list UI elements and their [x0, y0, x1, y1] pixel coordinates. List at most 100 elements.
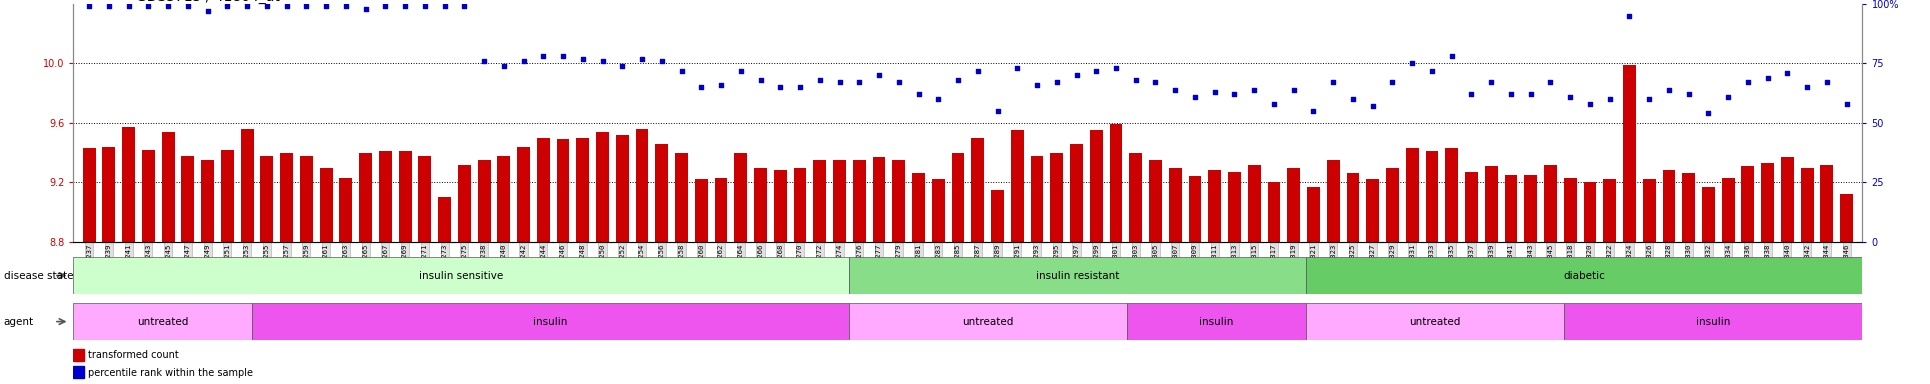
Point	[1199, 89, 1229, 95]
Point	[1119, 77, 1150, 83]
Point	[529, 53, 560, 59]
Point	[1318, 79, 1349, 86]
Bar	[378, 151, 392, 242]
Bar	[596, 132, 610, 242]
Point	[409, 3, 440, 9]
Point	[1337, 96, 1368, 102]
Point	[93, 3, 124, 9]
Bar	[1011, 130, 1023, 242]
Bar	[714, 178, 728, 242]
Bar	[438, 197, 452, 242]
Bar	[359, 153, 372, 242]
Point	[1556, 94, 1586, 100]
Text: untreated: untreated	[137, 316, 189, 327]
Point	[1575, 101, 1606, 107]
Bar	[498, 156, 510, 242]
Bar	[992, 190, 1004, 242]
Point	[371, 3, 401, 9]
Point	[1654, 86, 1685, 93]
Bar	[320, 167, 332, 242]
Bar	[220, 150, 234, 242]
Bar	[1623, 65, 1637, 242]
Text: diabetic: diabetic	[1563, 270, 1606, 281]
Point	[726, 68, 757, 74]
Point	[1220, 91, 1251, 98]
Point	[548, 53, 579, 59]
Point	[1515, 91, 1546, 98]
Bar	[1326, 160, 1339, 242]
Point	[666, 68, 697, 74]
Bar	[1347, 174, 1359, 242]
Point	[587, 58, 618, 64]
Bar	[1604, 179, 1615, 242]
Bar	[1148, 160, 1162, 242]
Point	[1002, 65, 1033, 71]
Bar	[1505, 175, 1517, 242]
Point	[1693, 110, 1723, 116]
Bar	[1642, 179, 1656, 242]
Text: disease state: disease state	[4, 270, 73, 281]
Bar	[1683, 174, 1695, 242]
Bar	[1090, 130, 1102, 242]
Bar	[1781, 157, 1793, 242]
Bar	[616, 135, 629, 242]
Bar	[892, 160, 905, 242]
Bar	[834, 160, 845, 242]
Bar	[299, 156, 313, 242]
Point	[1160, 86, 1191, 93]
Bar	[676, 153, 687, 242]
Point	[706, 82, 737, 88]
Point	[428, 3, 459, 9]
Bar	[83, 148, 96, 242]
Bar	[1426, 151, 1438, 242]
Bar	[1366, 179, 1380, 242]
Bar	[1465, 172, 1478, 242]
Point	[73, 3, 104, 9]
Point	[1258, 101, 1289, 107]
Bar	[1170, 167, 1181, 242]
Bar	[1249, 165, 1260, 242]
Bar	[537, 138, 550, 242]
Bar	[457, 165, 471, 242]
Bar	[1386, 167, 1399, 242]
Text: insulin: insulin	[533, 316, 567, 327]
Bar	[73, 366, 85, 379]
Point	[1476, 79, 1507, 86]
Point	[1062, 72, 1092, 78]
Bar	[971, 138, 984, 242]
Point	[1278, 86, 1309, 93]
Bar	[1069, 144, 1083, 242]
Point	[1455, 91, 1486, 98]
Bar	[1583, 182, 1596, 242]
Point	[1239, 86, 1270, 93]
Text: insulin resistant: insulin resistant	[1036, 270, 1119, 281]
Point	[1496, 91, 1527, 98]
Point	[1534, 79, 1565, 86]
Point	[133, 3, 164, 9]
Text: percentile rank within the sample: percentile rank within the sample	[89, 367, 253, 377]
Point	[903, 91, 934, 98]
Text: untreated: untreated	[1409, 316, 1461, 327]
Bar	[1287, 167, 1301, 242]
Point	[606, 63, 637, 69]
Point	[390, 3, 421, 9]
Point	[982, 108, 1013, 114]
Bar	[1662, 170, 1675, 242]
Bar	[695, 179, 708, 242]
Bar	[1050, 153, 1063, 242]
Bar	[813, 160, 826, 242]
Bar	[1702, 187, 1716, 242]
Point	[685, 84, 716, 90]
Point	[1299, 108, 1330, 114]
Bar	[143, 150, 154, 242]
Point	[1436, 53, 1467, 59]
Bar	[261, 156, 274, 242]
Bar	[793, 167, 807, 242]
Bar	[419, 156, 430, 242]
Bar	[1208, 170, 1222, 242]
Point	[1613, 13, 1644, 19]
Point	[488, 63, 519, 69]
Point	[1712, 94, 1743, 100]
Point	[1832, 101, 1862, 107]
Point	[172, 3, 203, 9]
